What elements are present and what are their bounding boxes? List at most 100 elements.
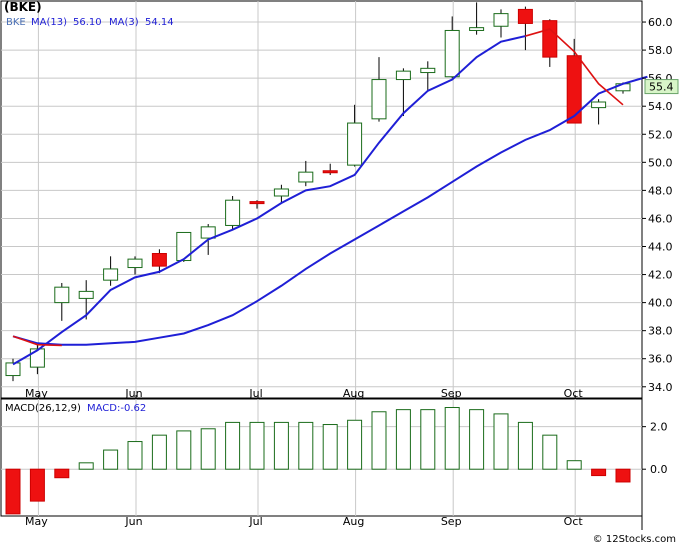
candle-body	[5, 362, 21, 377]
candle-body	[151, 253, 167, 267]
month-label: Aug	[343, 387, 364, 400]
macd-bar	[200, 428, 216, 470]
month-label: Sep	[441, 387, 462, 400]
candle-body	[542, 20, 558, 58]
macd-bar	[103, 449, 119, 470]
candle-body	[395, 70, 411, 81]
candle-body	[469, 27, 485, 31]
last-price-tag: 55.4	[644, 79, 679, 95]
candle	[420, 61, 436, 91]
footer-credit: © 12Stocks.com	[593, 534, 676, 545]
macd-bar	[566, 460, 582, 470]
macd-bar	[249, 421, 265, 470]
macd-bar	[395, 409, 411, 470]
macd-bar	[469, 409, 485, 470]
candle-body	[298, 171, 314, 183]
candle-body	[54, 286, 70, 304]
candle	[249, 200, 265, 209]
macd-bar	[151, 434, 167, 470]
macd-tick-label: 2.0	[650, 421, 668, 434]
macd-bar	[127, 441, 143, 470]
candle-body	[322, 170, 338, 174]
candle	[273, 184, 289, 204]
macd-legend: MACD(26,12,9) MACD:-0.62	[5, 403, 146, 414]
macd-bar	[615, 468, 631, 483]
legend-ma13-value: 56.10	[73, 17, 102, 28]
candle	[517, 6, 533, 51]
price-tick-label: 34.0	[648, 381, 673, 394]
ma3-line-blue	[12, 35, 526, 366]
macd-tick-label: 0.0	[650, 463, 668, 476]
candle	[103, 256, 119, 286]
macd-bar	[298, 421, 314, 470]
legend-ma3-label: MA(3)	[109, 17, 139, 28]
price-panel-frame	[0, 0, 643, 399]
macd-bar	[444, 407, 460, 470]
macd-legend-value: MACD:-0.62	[87, 403, 146, 414]
month-label-macd: Sep	[441, 515, 462, 528]
macd-bar	[54, 468, 70, 479]
price-tick-label: 60.0	[648, 16, 673, 29]
candle	[493, 9, 509, 38]
macd-bar	[273, 421, 289, 470]
candle	[298, 160, 314, 187]
month-label-macd: Jun	[124, 515, 142, 528]
candle-body	[493, 13, 509, 27]
macd-histogram	[5, 407, 631, 515]
candle-body	[420, 67, 436, 74]
ma13-line	[12, 75, 648, 346]
candle	[444, 16, 460, 79]
macd-bar	[493, 413, 509, 470]
macd-bar	[542, 434, 558, 470]
candle-body	[347, 122, 363, 166]
candle-body	[249, 201, 265, 205]
candle	[54, 282, 70, 321]
macd-bar	[78, 462, 94, 470]
candle	[566, 38, 582, 124]
macd-bar	[5, 468, 21, 515]
candle	[347, 104, 363, 167]
price-legend: BKE MA(13) 56.10 MA(3) 54.14	[6, 17, 174, 28]
macd-bar	[347, 419, 363, 470]
candle-body	[103, 268, 119, 281]
macd-bar	[517, 421, 533, 470]
price-tick-label: 36.0	[648, 353, 673, 366]
month-label: Jun	[124, 387, 142, 400]
candle-body	[29, 348, 45, 368]
ma3-line-red	[525, 28, 624, 106]
candle	[371, 57, 387, 122]
month-label-macd: May	[25, 515, 48, 528]
price-tick-label: 40.0	[648, 297, 673, 310]
legend-ticker: BKE	[6, 17, 26, 28]
month-label: Jul	[248, 387, 262, 400]
chart-title: (BKE)	[4, 0, 42, 14]
macd-bar	[322, 424, 338, 470]
macd-bar	[591, 468, 607, 477]
candle-body	[127, 258, 143, 269]
month-axis-labels: May May Jun Jun Jul Jul Aug Aug Sep Sep Oct Oct	[25, 387, 583, 528]
month-label-macd: Oct	[564, 515, 584, 528]
price-tick-label: 48.0	[648, 184, 673, 197]
month-label: May	[25, 387, 48, 400]
candle	[151, 249, 167, 274]
price-tick-label: 44.0	[648, 240, 673, 253]
legend-ma3-value: 54.14	[145, 17, 174, 28]
candle	[127, 256, 143, 275]
candle-body	[566, 55, 582, 124]
macd-legend-label: MACD(26,12,9)	[5, 403, 81, 414]
price-tick-label: 46.0	[648, 212, 673, 225]
candle	[5, 358, 21, 382]
price-tick-label: 42.0	[648, 269, 673, 282]
candle-body	[444, 29, 460, 78]
price-tick-label: 54.0	[648, 100, 673, 113]
price-tick-label: 38.0	[648, 325, 673, 338]
candle	[78, 280, 94, 320]
candle-body	[225, 199, 241, 226]
candle-body	[371, 79, 387, 120]
macd-bar	[371, 411, 387, 470]
moving-average-lines	[12, 28, 648, 366]
candle	[469, 2, 485, 35]
candle-body	[273, 188, 289, 197]
candle-body	[78, 290, 94, 299]
candle-body	[200, 226, 216, 239]
